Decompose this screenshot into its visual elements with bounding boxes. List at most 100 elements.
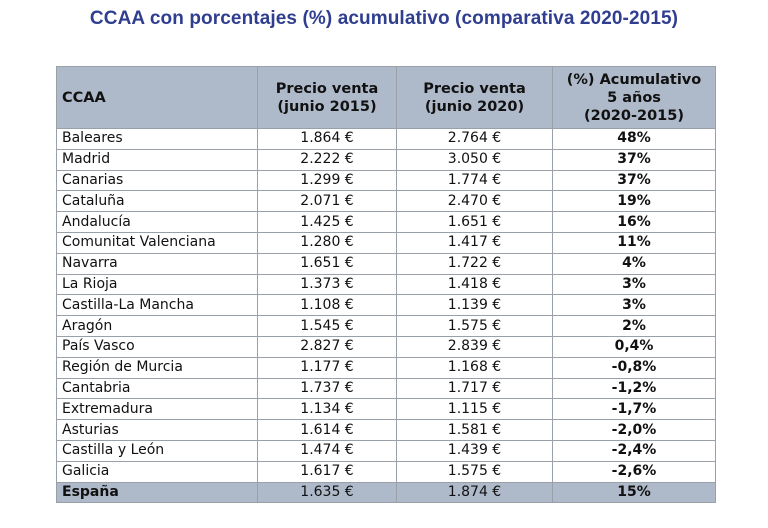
header-pct-line3: (2020-2015) — [584, 107, 684, 124]
cell-cumulative-pct: -2,4% — [552, 439, 716, 462]
cell-ccaa: Castilla-La Mancha — [56, 294, 258, 317]
cell-price-2020: 1.439 € — [396, 439, 553, 462]
cell-ccaa: Región de Murcia — [56, 356, 258, 379]
table-row: Andalucía 1.425 €1.651 €16% — [56, 211, 716, 233]
header-price-2020-line1: Precio venta — [423, 80, 526, 97]
cell-price-2020: 1.575 € — [396, 315, 553, 337]
table-row: Región de Murcia 1.177 €1.168 € -0,8% — [56, 356, 716, 379]
table-row: Castilla y León 1.474 €1.439 € -2,4% — [56, 439, 716, 462]
cell-price-2015: 2.827 € — [257, 335, 397, 358]
cell-price-2020: 1.168 € — [396, 356, 553, 379]
cell-ccaa: Cataluña — [56, 190, 258, 213]
cell-price-2020: 1.139 € — [396, 294, 553, 317]
table-body: Baleares 1.864 €2.764 €48% Madrid 2.222 €3.… — [56, 128, 716, 504]
header-price-2015: Precio venta (junio 2015) — [257, 66, 397, 129]
cell-price-2015: 1.635 € — [257, 481, 397, 504]
header-price-2020: Precio venta (junio 2020) — [396, 66, 553, 129]
cell-cumulative-pct: 0,4% — [552, 335, 716, 358]
cell-price-2020: 1.874 € — [396, 481, 553, 504]
header-cumulative-pct: (%) Acumulativo 5 años (2020-2015) — [552, 66, 716, 129]
table-row-total: España 1.635 €1.874 €15% — [56, 481, 716, 504]
cell-cumulative-pct: 3% — [552, 273, 716, 296]
cell-price-2020: 1.722 € — [396, 252, 553, 275]
cell-cumulative-pct: -0,8% — [552, 356, 716, 379]
cell-ccaa: Aragón — [56, 315, 258, 337]
cell-price-2020: 1.717 € — [396, 377, 553, 400]
table-row: Baleares 1.864 €2.764 €48% — [56, 128, 716, 150]
table-row: Galicia 1.617 €1.575 € -2,6% — [56, 460, 716, 483]
cell-price-2015: 1.108 € — [257, 294, 397, 317]
table-row: Madrid 2.222 €3.050 €37% — [56, 148, 716, 171]
table-row: La Rioja 1.373 €1.418 €3% — [56, 273, 716, 296]
cell-price-2020: 2.764 € — [396, 128, 553, 150]
cell-price-2015: 1.864 € — [257, 128, 397, 150]
header-price-2015-line2: (junio 2015) — [277, 98, 377, 115]
cell-cumulative-pct: -1,7% — [552, 398, 716, 421]
table-header: CCAA Precio venta (junio 2015) Precio ve… — [56, 66, 716, 129]
header-row: CCAA Precio venta (junio 2015) Precio ve… — [56, 66, 716, 129]
cell-cumulative-pct: 15% — [552, 481, 716, 504]
cell-ccaa: Comunitat Valenciana — [56, 231, 258, 254]
cell-cumulative-pct: 11% — [552, 231, 716, 254]
header-price-2020-line2: (junio 2020) — [424, 98, 525, 115]
cell-ccaa: Baleares — [56, 128, 258, 150]
cell-cumulative-pct: -2,6% — [552, 460, 716, 483]
cell-ccaa: Castilla y León — [56, 439, 258, 462]
cell-price-2020: 2.839 € — [396, 335, 553, 358]
cell-ccaa: Madrid — [56, 148, 258, 171]
table-row: Cantabria 1.737 €1.717 € -1,2% — [56, 377, 716, 400]
cell-cumulative-pct: 37% — [552, 148, 716, 171]
table-row: Extremadura 1.134 €1.115 € -1,7% — [56, 398, 716, 421]
table-row: Canarias 1.299 €1.774 €37% — [56, 169, 716, 192]
cell-price-2015: 1.373 € — [257, 273, 397, 296]
cell-price-2020: 1.115 € — [396, 398, 553, 421]
cell-price-2020: 1.651 € — [396, 211, 553, 233]
cell-price-2015: 2.222 € — [257, 148, 397, 171]
table-row: Castilla-La Mancha 1.108 €1.139 €3% — [56, 294, 716, 317]
cell-ccaa: País Vasco — [56, 335, 258, 358]
cell-price-2015: 1.617 € — [257, 460, 397, 483]
table-row: País Vasco 2.827 €2.839 €0,4% — [56, 335, 716, 358]
header-ccaa: CCAA — [56, 66, 258, 129]
cell-cumulative-pct: 2% — [552, 315, 716, 337]
header-pct-line1: (%) Acumulativo — [566, 71, 702, 88]
header-pct-line2: 5 años — [607, 89, 661, 106]
cell-ccaa: Canarias — [56, 169, 258, 192]
cell-price-2020: 1.417 € — [396, 231, 553, 254]
cell-cumulative-pct: -2,0% — [552, 419, 716, 441]
cell-price-2015: 1.280 € — [257, 231, 397, 254]
table-row: Comunitat Valenciana 1.280 €1.417 €11% — [56, 231, 716, 254]
cell-price-2015: 1.737 € — [257, 377, 397, 400]
table-row: Cataluña 2.071 €2.470 €19% — [56, 190, 716, 213]
cell-ccaa: La Rioja — [56, 273, 258, 296]
cell-price-2015: 1.299 € — [257, 169, 397, 192]
cell-price-2015: 1.651 € — [257, 252, 397, 275]
page-title: CCAA con porcentajes (%) acumulativo (co… — [89, 8, 679, 29]
table-row: Aragón 1.545 €1.575 €2% — [56, 315, 716, 337]
cell-price-2020: 1.581 € — [396, 419, 553, 441]
cell-cumulative-pct: -1,2% — [552, 377, 716, 400]
cell-ccaa: España — [56, 481, 258, 504]
cell-price-2020: 1.575 € — [396, 460, 553, 483]
table-row: Asturias 1.614 €1.581 € -2,0% — [56, 419, 716, 441]
header-ccaa-label: CCAA — [62, 89, 106, 106]
cell-price-2015: 1.545 € — [257, 315, 397, 337]
cell-ccaa: Navarra — [56, 252, 258, 275]
cell-price-2015: 1.177 € — [257, 356, 397, 379]
cell-price-2020: 2.470 € — [396, 190, 553, 213]
cell-price-2020: 1.418 € — [396, 273, 553, 296]
cell-price-2015: 2.071 € — [257, 190, 397, 213]
header-price-2015-line1: Precio venta — [275, 80, 379, 97]
cell-cumulative-pct: 19% — [552, 190, 716, 213]
cell-price-2020: 1.774 € — [396, 169, 553, 192]
cell-cumulative-pct: 3% — [552, 294, 716, 317]
cell-ccaa: Cantabria — [56, 377, 258, 400]
price-comparison-table: CCAA Precio venta (junio 2015) Precio ve… — [56, 66, 716, 504]
cell-ccaa: Extremadura — [56, 398, 258, 421]
cell-cumulative-pct: 4% — [552, 252, 716, 275]
cell-price-2020: 3.050 € — [396, 148, 553, 171]
cell-cumulative-pct: 37% — [552, 169, 716, 192]
cell-price-2015: 1.614 € — [257, 419, 397, 441]
cell-ccaa: Galicia — [56, 460, 258, 483]
cell-ccaa: Asturias — [56, 419, 258, 441]
